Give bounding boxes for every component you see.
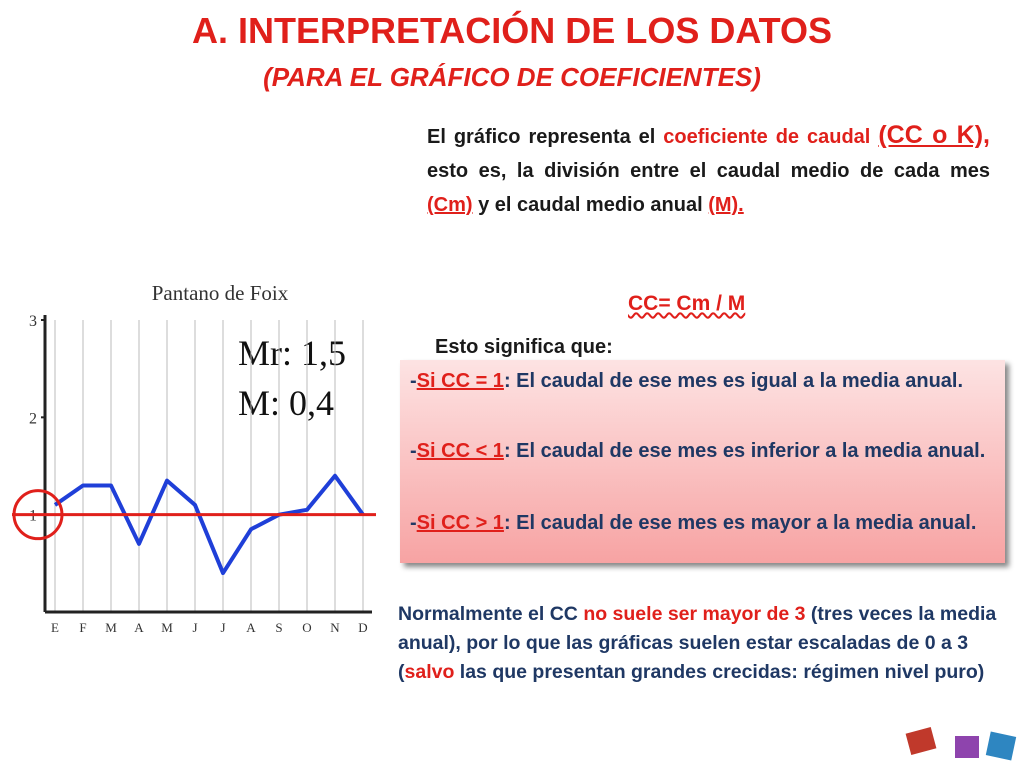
text-segment: - [410,512,417,534]
text-segment: y el caudal medio anual [472,194,709,216]
series-line [53,473,365,576]
icons [905,727,1017,761]
text-segment: Si CC < 1 [416,440,504,462]
text-segment: esto es, la división entre el caudal med… [427,160,990,182]
text-segment: (CC o K), [878,121,991,149]
x-tick-label: E [51,620,59,635]
x-tick-label: N [330,620,340,635]
text-segment: - [410,440,417,462]
text-segment: Normalmente el CC [398,603,584,625]
text-segment: : El caudal de ese mes es mayor a la med… [503,512,977,534]
text-segment: - [410,370,417,392]
x-tick-label: O [302,620,311,635]
chart-title: Pantano de Foix [152,281,289,305]
annotation: Mr: 1,5 [238,333,346,373]
text-segment: (tres veces la media anual), por lo que … [398,603,997,683]
annotation: M: 0,4 [238,383,334,423]
text-segment: : El caudal de ese mes es igual a la med… [503,370,964,392]
x-tick-label: S [275,620,282,635]
text-segment: no suele ser mayor de 3 [583,603,806,625]
x-tick-label: M [105,620,117,635]
item: -Si CC < 1: El caudal de ese mes es infe… [410,438,1000,465]
text-segment: (M). [708,194,744,216]
x-tick-label: D [358,620,367,635]
note: Normalmente el CC no suele ser mayor de … [398,600,998,687]
text-segment: salvo [404,661,455,683]
text-segment: (Cm) [427,194,473,216]
text-segment: las que presentan grandes crecidas: régi… [454,661,985,683]
title: A. INTERPRETACIÓN DE LOS DATOS [191,10,833,51]
item: -Si CC > 1: El caudal de ese mes es mayo… [410,510,1000,537]
text-segment: : El caudal de ese mes es inferior a la … [503,440,986,462]
text-segment: coeficiente de caudal [663,126,879,148]
y-tick-label: 3 [29,313,37,330]
x-tick-label: F [79,620,86,635]
x-tick-label: J [192,620,197,635]
item: -Si CC = 1: El caudal de ese mes es igua… [410,368,1000,395]
highlight-circle [12,489,64,541]
lead: Esto significa que: [435,336,613,358]
x-tick-label: A [134,620,144,635]
text-segment: El gráfico representa el [427,126,664,148]
text-segment: Si CC = 1 [416,370,504,392]
box [400,360,1005,563]
x-tick-label: A [246,620,256,635]
y-tick-label: 2 [29,410,37,427]
x-tick-label: J [220,620,225,635]
intro: El gráfico representa el coeficiente de … [427,118,990,222]
text-segment: Si CC > 1 [416,512,504,534]
subtitle: (PARA EL GRÁFICO DE COEFICIENTES) [263,62,761,92]
formula: CC= Cm / M [628,292,746,315]
x-tick-label: M [161,620,173,635]
